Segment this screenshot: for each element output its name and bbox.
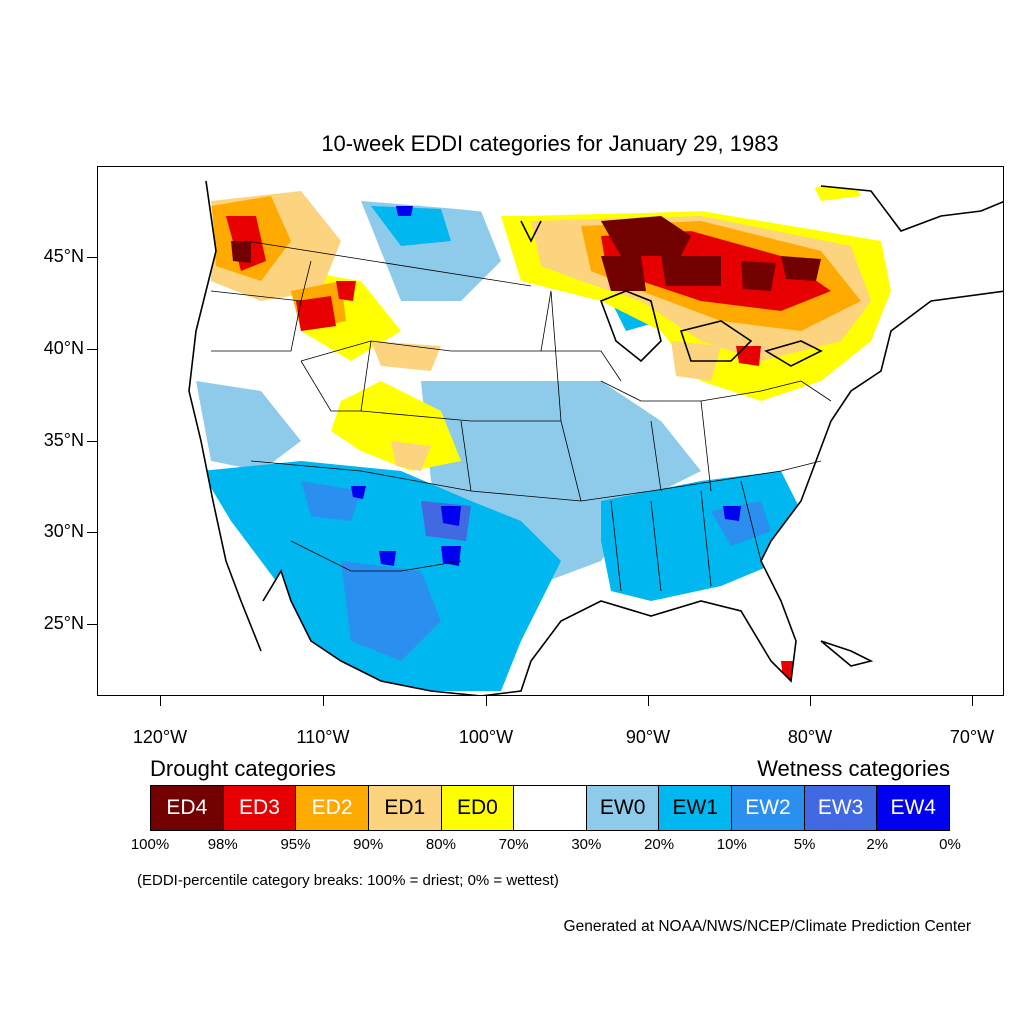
lon-tick	[486, 696, 487, 706]
legend-swatch-ew2: EW2	[732, 786, 805, 830]
percentile-break-label: 95%	[280, 836, 311, 853]
percentile-break-label: 0%	[939, 836, 961, 853]
lon-tick	[323, 696, 324, 706]
percentile-break-label: 30%	[571, 836, 602, 853]
lat-label: 45°N	[43, 246, 84, 266]
lon-label: 70°W	[949, 727, 995, 747]
percentile-break-label: 90%	[353, 836, 384, 853]
legend-swatch-ed4: ED4	[151, 786, 224, 830]
lat-tick	[87, 349, 97, 350]
category-fields	[189, 171, 1003, 695]
percentile-break-label: 80%	[425, 836, 456, 853]
legend-swatch-ew1: EW1	[659, 786, 733, 830]
percentile-break-label: 10%	[716, 836, 747, 853]
percentile-break-label: 2%	[866, 836, 889, 853]
lat-label: 40°N	[43, 338, 84, 358]
percentile-break-label: 5%	[793, 836, 816, 853]
legend-swatch-ed3: ED3	[223, 786, 297, 830]
legend-swatch-ed1: ED1	[368, 786, 442, 830]
lat-label: 25°N	[43, 613, 84, 633]
map-title: 10-week EDDI categories for January 29, …	[321, 131, 779, 156]
lat-tick	[87, 257, 97, 258]
eddi-map	[188, 171, 1003, 695]
legend-swatch-ew0: EW0	[586, 786, 660, 830]
lon-tick	[160, 696, 161, 706]
lat-tick	[87, 532, 97, 533]
legend-swatch-ed0: ED0	[441, 786, 515, 830]
map-panel	[97, 166, 1004, 696]
percentile-break-label: 70%	[498, 836, 529, 853]
credit-line: Generated at NOAA/NWS/NCEP/Climate Predi…	[563, 918, 971, 935]
lat-label: 30°N	[43, 521, 84, 541]
state-borders	[210, 240, 832, 592]
lon-label: 110°W	[296, 727, 350, 747]
lon-tick	[648, 696, 649, 706]
lat-label: 35°N	[43, 430, 84, 450]
lon-label: 80°W	[787, 727, 833, 747]
legend-swatch-ed2: ED2	[296, 786, 369, 830]
lon-tick	[810, 696, 811, 706]
lat-tick	[87, 624, 97, 625]
category-legend: ED4 ED3 ED2 ED1 ED0 EW0 EW1 EW2 EW3 EW4	[150, 785, 950, 831]
category-break-note: (EDDI-percentile category breaks: 100% =…	[137, 872, 559, 889]
lon-tick	[972, 696, 973, 706]
percentile-break-label: 100%	[130, 836, 170, 853]
percentile-break-label: 98%	[207, 836, 238, 853]
drought-categories-heading: Drought categories	[150, 756, 336, 781]
lon-label: 100°W	[458, 727, 514, 747]
legend-swatch-ew4: EW4	[877, 786, 950, 830]
legend-swatch-ew3: EW3	[804, 786, 878, 830]
legend-swatch-neutral	[514, 786, 587, 830]
coastlines	[188, 180, 1003, 695]
lon-label: 120°W	[132, 727, 188, 747]
lat-tick	[87, 441, 97, 442]
lon-label: 90°W	[625, 727, 671, 747]
percentile-break-label: 20%	[644, 836, 675, 853]
wetness-categories-heading: Wetness categories	[757, 756, 950, 781]
